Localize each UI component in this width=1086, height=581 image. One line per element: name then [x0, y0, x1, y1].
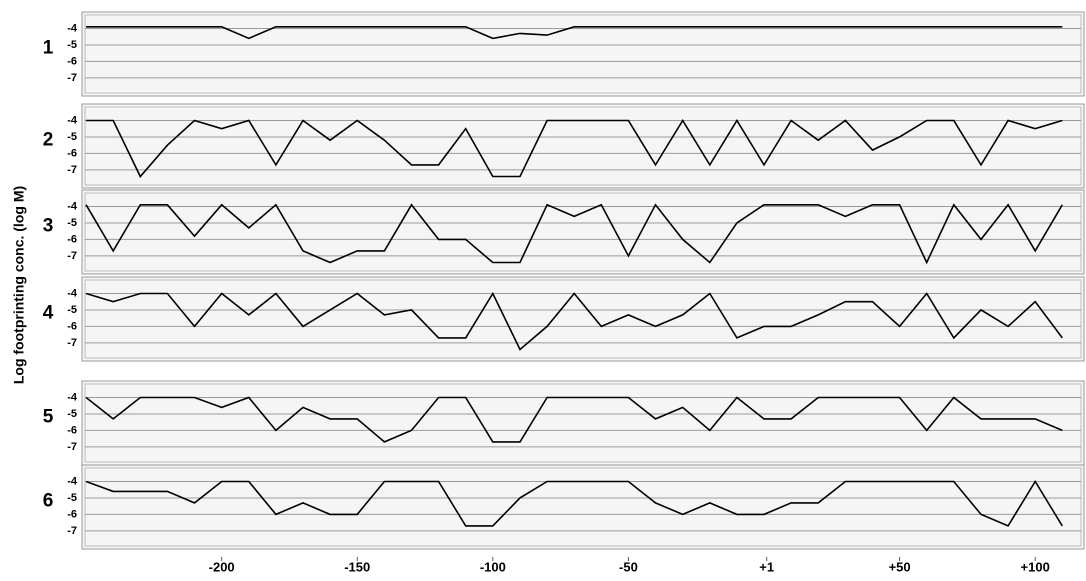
panel-inner — [84, 192, 1082, 272]
y-tick-label: -7 — [67, 441, 77, 453]
panel-inner — [84, 383, 1082, 463]
y-tick-label: -6 — [67, 233, 77, 245]
panel-inner — [84, 14, 1082, 94]
y-tick-label: -4 — [67, 22, 78, 34]
y-axis-label: Log footprinting conc. (log M) — [11, 186, 27, 384]
panel-label: 3 — [43, 215, 54, 236]
x-tick-label: -100 — [480, 559, 506, 574]
y-tick-label: -5 — [67, 131, 77, 143]
y-tick-label: -6 — [67, 320, 77, 332]
panel-label: 4 — [43, 302, 54, 323]
panel-frame — [81, 276, 1085, 362]
y-tick-label: -7 — [67, 72, 77, 84]
data-line — [86, 118, 1063, 178]
panel-inner — [84, 279, 1082, 359]
x-tick-label: -150 — [344, 559, 370, 574]
panel-label: 1 — [43, 37, 54, 58]
panel-frame — [81, 464, 1085, 550]
y-tick-label: -4 — [67, 391, 78, 403]
y-tick-label: -5 — [67, 217, 77, 229]
panel-inner — [84, 106, 1082, 186]
y-tick-label: -4 — [67, 287, 78, 299]
panel-label: 2 — [43, 129, 54, 150]
y-tick-label: -4 — [67, 200, 78, 212]
y-tick-label: -5 — [67, 492, 77, 504]
data-line — [86, 26, 1063, 40]
data-line — [85, 203, 1063, 265]
panel-frame — [81, 11, 1085, 97]
panel-label: 5 — [43, 406, 54, 427]
y-tick-label: -5 — [67, 408, 77, 420]
panel-frame — [81, 103, 1085, 189]
x-tick-label: -200 — [209, 559, 235, 574]
data-line — [85, 396, 1063, 443]
y-tick-label: -7 — [67, 250, 77, 262]
y-tick-label: -7 — [67, 337, 77, 349]
y-tick-label: -6 — [67, 424, 77, 436]
y-tick-label: -6 — [67, 147, 77, 159]
panel-frame — [81, 189, 1085, 275]
data-line — [85, 291, 1063, 351]
x-tick-label: +100 — [1021, 559, 1050, 574]
panel-label: 6 — [43, 490, 54, 511]
y-tick-label: -7 — [67, 164, 77, 176]
x-tick-label: -50 — [619, 559, 638, 574]
y-tick-label: -5 — [67, 304, 77, 316]
y-tick-label: -6 — [67, 508, 77, 520]
panel-inner — [84, 467, 1082, 547]
y-tick-label: -4 — [67, 114, 78, 126]
y-tick-label: -4 — [67, 475, 78, 487]
panel-frame — [81, 380, 1085, 466]
data-line — [85, 479, 1063, 527]
x-tick-label: +50 — [889, 559, 911, 574]
y-tick-label: -7 — [67, 525, 77, 537]
y-tick-label: -5 — [67, 39, 77, 51]
x-tick-label: +1 — [759, 559, 774, 574]
y-tick-label: -6 — [67, 55, 77, 67]
